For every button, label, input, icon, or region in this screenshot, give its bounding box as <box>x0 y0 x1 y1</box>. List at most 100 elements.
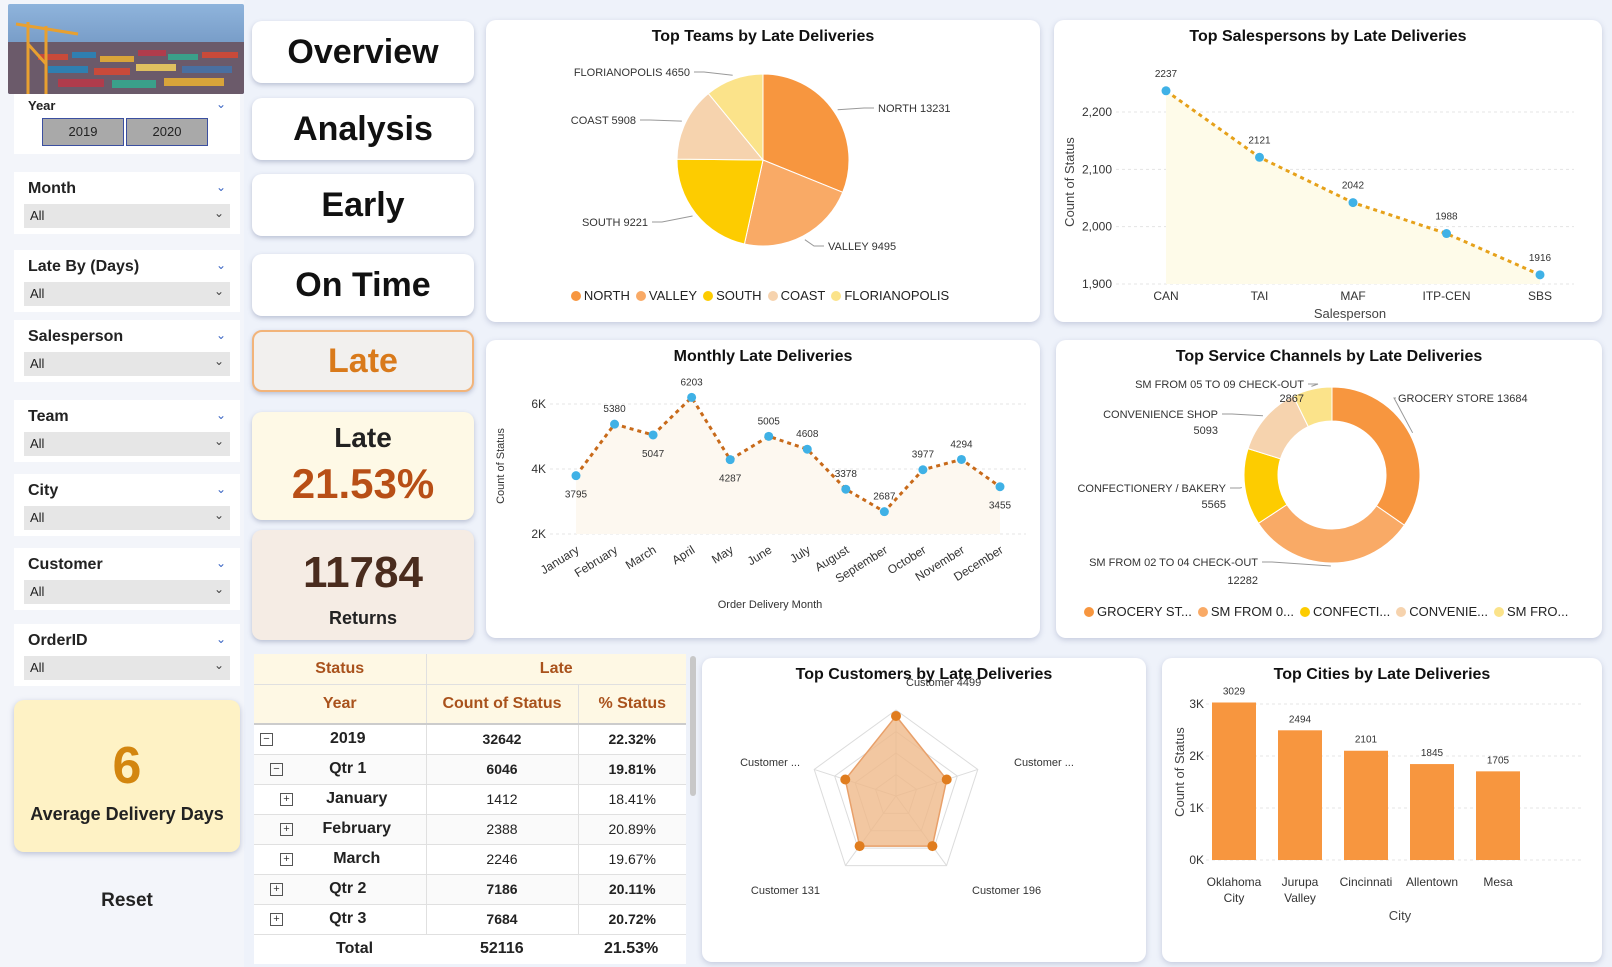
slicer-dropdown[interactable]: All ⌄ <box>24 432 230 456</box>
collapse-icon[interactable]: − <box>260 733 273 746</box>
bar[interactable] <box>1344 750 1388 860</box>
chevron-down-icon[interactable]: ⌄ <box>215 258 226 272</box>
chevron-down-icon[interactable]: ⌄ <box>215 482 226 496</box>
radar-point[interactable] <box>854 841 865 852</box>
table-row: + February 2388 20.89% <box>254 814 686 845</box>
bar[interactable] <box>1476 771 1520 860</box>
slicer-dropdown[interactable]: All ⌄ <box>24 204 230 228</box>
chevron-down-icon[interactable]: ⌄ <box>215 328 226 342</box>
chevron-down-icon[interactable]: ⌄ <box>215 632 226 646</box>
legend-item[interactable]: COAST <box>767 288 825 303</box>
legend-item[interactable]: FLORIANOPOLIS <box>831 288 949 303</box>
expand-icon[interactable]: + <box>270 912 283 926</box>
expand-icon[interactable]: + <box>270 882 283 896</box>
radar-axis-label: Customer ... <box>1014 757 1074 769</box>
legend-item[interactable]: CONVENIE... <box>1396 604 1488 619</box>
returns-kpi-value: 11784 <box>303 548 423 597</box>
collapse-icon[interactable]: − <box>270 762 283 776</box>
pie-slice[interactable] <box>707 73 764 162</box>
data-point[interactable] <box>918 465 928 475</box>
nav-analysis-button[interactable]: Analysis <box>252 98 474 160</box>
y-tick-label: 2,100 <box>1082 162 1112 176</box>
data-label: 2121 <box>1248 135 1271 146</box>
chevron-down-icon[interactable]: ⌄ <box>215 408 226 422</box>
monthly-line-chart: 6K4K2K3795January5380February5047March62… <box>495 377 1026 611</box>
reset-button[interactable]: Reset <box>101 890 153 911</box>
nav-overview-button[interactable]: Overview <box>252 21 474 83</box>
x-tick-label: Jurupa <box>1282 875 1319 889</box>
row-pct: 18.41% <box>577 784 686 815</box>
legend-item[interactable]: NORTH <box>570 288 630 303</box>
data-point[interactable] <box>1255 152 1264 162</box>
data-point[interactable] <box>610 419 620 429</box>
slicer-dropdown[interactable]: All ⌄ <box>24 282 230 306</box>
pie-slice[interactable] <box>762 73 850 193</box>
donut-slice[interactable] <box>1331 386 1421 526</box>
data-label: 5380 <box>603 404 626 415</box>
expand-icon[interactable]: + <box>280 792 293 806</box>
teams-chart-title: Top Teams by Late Deliveries <box>651 28 875 45</box>
x-tick-label: Cincinnati <box>1340 875 1393 889</box>
data-point[interactable] <box>687 392 697 402</box>
data-point[interactable] <box>1442 229 1451 239</box>
table-row: + January 1412 18.41% <box>254 784 686 815</box>
row-count: 2246 <box>425 844 578 875</box>
data-point[interactable] <box>1348 198 1358 208</box>
donut-slice[interactable] <box>1292 386 1333 428</box>
chevron-down-icon[interactable]: ⌄ <box>215 97 226 111</box>
year-option-2019[interactable]: 2019 <box>42 118 124 146</box>
data-point[interactable] <box>956 454 966 464</box>
slicer-dropdown[interactable]: All ⌄ <box>24 656 230 680</box>
average-delivery-card: 6 Average Delivery Days <box>14 700 240 852</box>
data-point[interactable] <box>841 484 851 494</box>
chevron-down-icon[interactable]: ⌄ <box>215 556 226 570</box>
data-point[interactable] <box>1535 270 1545 280</box>
slicer-dropdown[interactable]: All ⌄ <box>24 580 230 604</box>
slicer-dropdown[interactable]: All ⌄ <box>24 506 230 530</box>
slicer-dropdown[interactable]: All ⌄ <box>24 352 230 376</box>
radar-point[interactable] <box>891 711 901 722</box>
bar[interactable] <box>1278 730 1322 860</box>
chevron-down-icon: ⌄ <box>213 206 224 220</box>
year-option-2020[interactable]: 2020 <box>126 118 208 146</box>
chevron-down-icon[interactable]: ⌄ <box>215 180 226 194</box>
pie-slice[interactable] <box>676 92 765 161</box>
row-label: Qtr 3 <box>329 910 367 927</box>
radar-point[interactable] <box>941 774 952 785</box>
radar-point[interactable] <box>840 774 851 785</box>
expand-icon[interactable]: + <box>280 822 293 836</box>
legend-item[interactable]: SOUTH <box>703 288 762 303</box>
bar[interactable] <box>1410 764 1454 860</box>
data-point[interactable] <box>571 471 581 481</box>
legend-item[interactable]: CONFECTI... <box>1299 604 1390 619</box>
x-tick-label: SBS <box>1528 289 1552 303</box>
legend-item[interactable]: VALLEY <box>635 288 697 303</box>
returns-kpi-label: Returns <box>328 608 397 628</box>
nav-on-time-button[interactable]: On Time <box>252 254 474 316</box>
data-point[interactable] <box>1161 86 1171 96</box>
channels-chart-title: Top Service Channels by Late Deliveries <box>1175 348 1483 365</box>
nav-early-button[interactable]: Early <box>252 174 474 236</box>
radar-point[interactable] <box>927 841 938 852</box>
data-point[interactable] <box>879 507 889 517</box>
data-point[interactable] <box>648 430 658 440</box>
donut-slice[interactable] <box>1257 503 1406 564</box>
pie-slice[interactable] <box>743 159 844 247</box>
data-point[interactable] <box>725 455 735 465</box>
row-pct: 22.32% <box>577 724 686 755</box>
data-point[interactable] <box>995 482 1005 492</box>
nav-late-button[interactable]: Late <box>252 330 474 392</box>
matrix-header-status: Status <box>254 654 426 685</box>
legend-item[interactable]: GROCERY ST... <box>1084 604 1192 619</box>
legend-item[interactable]: SM FRO... <box>1493 604 1568 619</box>
pie-slice[interactable] <box>676 158 764 245</box>
x-tick-label: Oklahoma <box>1207 875 1262 889</box>
row-count: 7186 <box>425 874 578 905</box>
y-tick-label: 4K <box>531 462 546 476</box>
expand-icon[interactable]: + <box>280 852 293 866</box>
data-point[interactable] <box>802 444 812 454</box>
data-point[interactable] <box>764 431 774 441</box>
legend-item[interactable]: SM FROM 0... <box>1197 604 1294 619</box>
bar[interactable] <box>1212 702 1256 860</box>
matrix-scrollbar[interactable] <box>690 656 696 796</box>
